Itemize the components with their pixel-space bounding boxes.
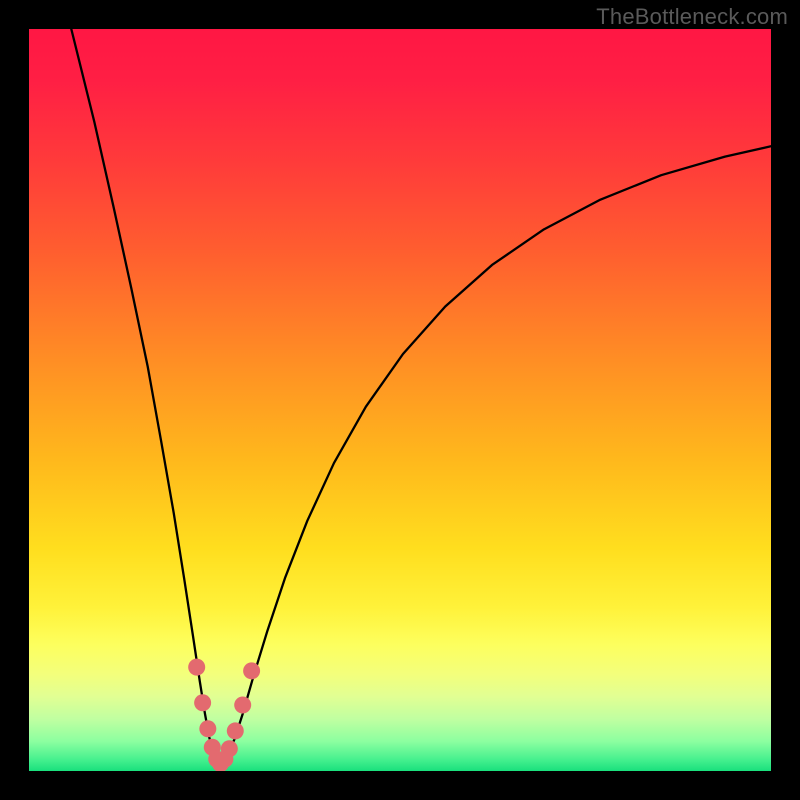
marker-dot bbox=[194, 694, 211, 711]
marker-dot bbox=[243, 662, 260, 679]
bottleneck-curve-plot bbox=[29, 29, 771, 771]
gradient-background bbox=[29, 29, 771, 771]
chart-stage: TheBottleneck.com bbox=[0, 0, 800, 800]
marker-dot bbox=[221, 740, 238, 757]
marker-dot bbox=[188, 659, 205, 676]
watermark-text: TheBottleneck.com bbox=[596, 4, 788, 30]
marker-dot bbox=[234, 696, 251, 713]
marker-dot bbox=[227, 722, 244, 739]
marker-dot bbox=[199, 720, 216, 737]
